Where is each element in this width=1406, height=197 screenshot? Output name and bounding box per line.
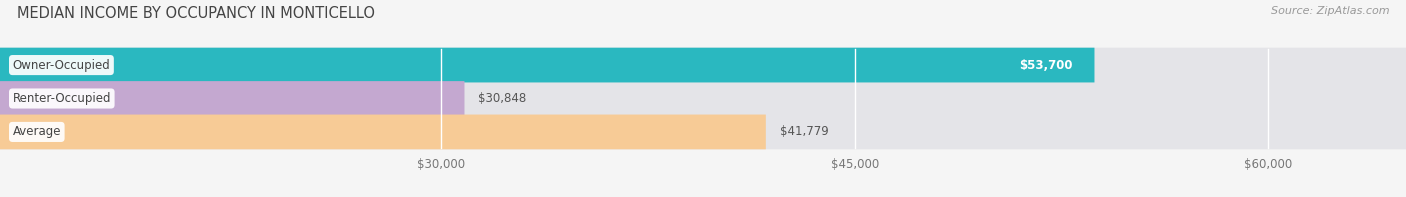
Text: MEDIAN INCOME BY OCCUPANCY IN MONTICELLO: MEDIAN INCOME BY OCCUPANCY IN MONTICELLO xyxy=(17,6,375,21)
FancyBboxPatch shape xyxy=(0,114,1406,149)
FancyBboxPatch shape xyxy=(0,48,1406,83)
FancyBboxPatch shape xyxy=(0,81,464,116)
Text: Owner-Occupied: Owner-Occupied xyxy=(13,59,110,72)
FancyBboxPatch shape xyxy=(0,81,1406,116)
Text: $41,779: $41,779 xyxy=(779,125,828,138)
Text: Source: ZipAtlas.com: Source: ZipAtlas.com xyxy=(1271,6,1389,16)
Text: $53,700: $53,700 xyxy=(1019,59,1073,72)
FancyBboxPatch shape xyxy=(0,48,1094,83)
Text: Renter-Occupied: Renter-Occupied xyxy=(13,92,111,105)
Text: Average: Average xyxy=(13,125,60,138)
Text: $30,848: $30,848 xyxy=(478,92,526,105)
FancyBboxPatch shape xyxy=(0,114,766,149)
